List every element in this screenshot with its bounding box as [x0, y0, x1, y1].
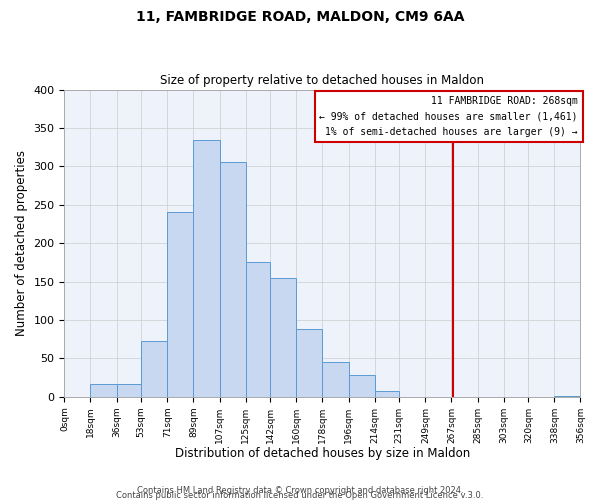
Y-axis label: Number of detached properties: Number of detached properties — [15, 150, 28, 336]
Bar — [349, 375, 374, 396]
Bar — [374, 392, 399, 396]
Bar — [193, 140, 220, 396]
Bar — [116, 384, 141, 396]
X-axis label: Distribution of detached houses by size in Maldon: Distribution of detached houses by size … — [175, 447, 470, 460]
Bar — [270, 278, 296, 396]
Text: Contains HM Land Registry data © Crown copyright and database right 2024.: Contains HM Land Registry data © Crown c… — [137, 486, 463, 495]
Bar — [220, 162, 245, 396]
Text: 11, FAMBRIDGE ROAD, MALDON, CM9 6AA: 11, FAMBRIDGE ROAD, MALDON, CM9 6AA — [136, 10, 464, 24]
Bar — [322, 362, 349, 396]
Bar — [141, 340, 167, 396]
Bar — [167, 212, 193, 396]
Text: 11 FAMBRIDGE ROAD: 268sqm
← 99% of detached houses are smaller (1,461)
1% of sem: 11 FAMBRIDGE ROAD: 268sqm ← 99% of detac… — [319, 96, 578, 137]
Bar — [245, 262, 270, 396]
Bar — [91, 384, 116, 396]
Bar — [296, 329, 322, 396]
Text: Contains public sector information licensed under the Open Government Licence v.: Contains public sector information licen… — [116, 491, 484, 500]
Title: Size of property relative to detached houses in Maldon: Size of property relative to detached ho… — [160, 74, 484, 87]
